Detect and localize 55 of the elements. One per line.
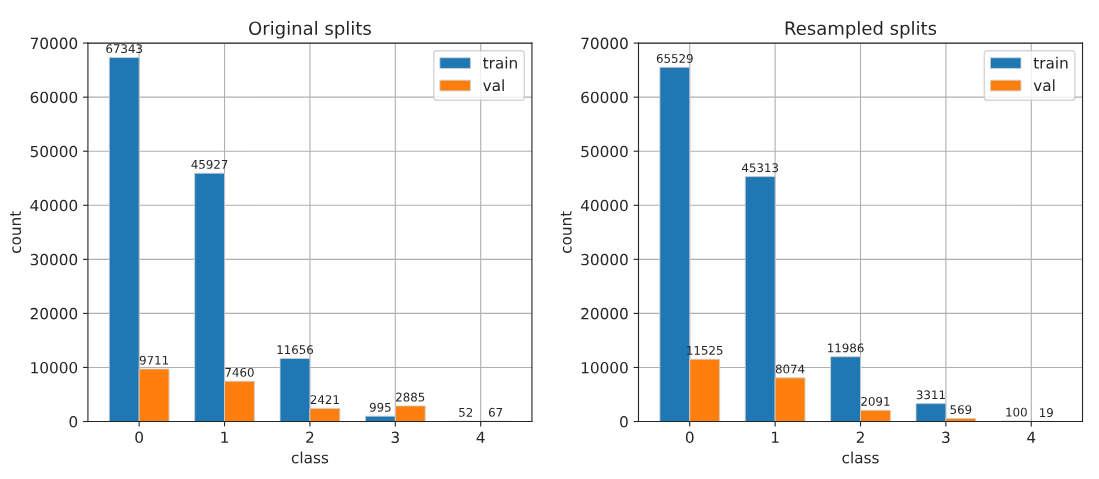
x-tick-label: 2 [306, 431, 314, 443]
y-tick-label: 40000 [580, 199, 628, 212]
x-tick-label: 4 [476, 431, 485, 443]
x-tick-label: 3 [391, 431, 399, 444]
chart-title: Resampled splits [785, 21, 937, 39]
data-label: 3311 [916, 390, 945, 400]
y-tick-label: 30000 [581, 253, 628, 266]
data-label: 8074 [775, 364, 805, 374]
x-tick-label: 1 [221, 431, 228, 443]
legend-label: val [483, 79, 504, 92]
data-label: 2091 [861, 396, 890, 406]
y-axis-title: count [10, 211, 22, 254]
x-tick-label: 3 [942, 431, 950, 444]
data-label: 45927 [191, 159, 228, 169]
x-tick-label: 4 [1027, 431, 1036, 443]
y-axis-title: count [560, 211, 572, 254]
y-tick-label: 60000 [30, 91, 78, 104]
y-tick-label: 70000 [581, 37, 628, 50]
y-tick-label: 30000 [30, 253, 78, 266]
y-tick-label: 40000 [30, 199, 78, 212]
data-label: 65529 [656, 53, 693, 63]
data-label: 9711 [139, 355, 169, 365]
data-label: 67343 [106, 44, 143, 54]
data-label: 2885 [396, 392, 425, 402]
data-label: 19 [1040, 408, 1053, 418]
legend-label: train [1033, 56, 1068, 69]
data-label: 45313 [741, 163, 779, 173]
x-axis-title: class [842, 451, 879, 464]
data-label: 11656 [277, 345, 314, 355]
y-tick-label: 0 [69, 415, 78, 428]
data-label: 569 [950, 405, 972, 415]
y-tick-label: 20000 [581, 307, 628, 320]
y-tick-label: 10000 [31, 361, 78, 374]
x-axis-title: class [291, 451, 329, 464]
data-label: 995 [369, 402, 391, 412]
data-label: 11986 [828, 343, 864, 353]
data-label: 67 [488, 407, 503, 417]
x-tick-label: 0 [685, 431, 694, 444]
data-label: 52 [459, 407, 473, 417]
x-tick-label: 0 [135, 431, 143, 444]
data-label: 2421 [310, 395, 339, 404]
y-tick-label: 60000 [581, 91, 628, 104]
data-label: 7460 [225, 367, 254, 377]
y-tick-label: 0 [620, 415, 628, 428]
chart-title: Original splits [249, 21, 371, 39]
legend-label: val [1033, 79, 1055, 92]
legend-label: train [483, 56, 517, 69]
data-label: 100 [1006, 407, 1027, 417]
y-tick-label: 70000 [30, 37, 78, 50]
x-tick-label: 1 [771, 431, 779, 443]
y-tick-label: 20000 [30, 307, 78, 320]
y-tick-label: 50000 [30, 145, 78, 158]
y-tick-label: 10000 [581, 361, 628, 374]
y-tick-label: 50000 [581, 145, 628, 158]
x-tick-label: 2 [856, 431, 864, 443]
